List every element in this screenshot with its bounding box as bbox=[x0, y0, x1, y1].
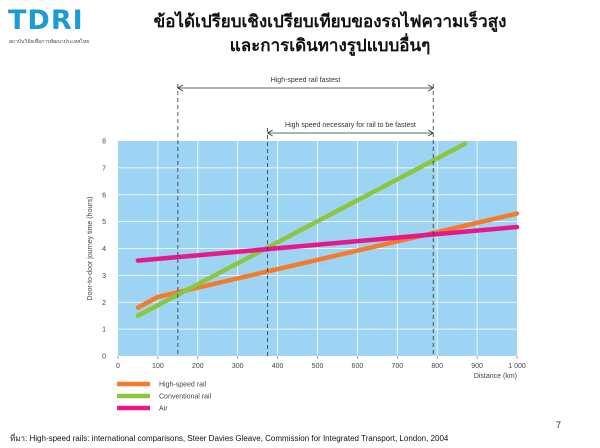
source-citation: ที่มา: High-speed rails: international c… bbox=[10, 434, 449, 443]
y-tick-label: 0 bbox=[102, 354, 106, 361]
axis-layer: 0 100 200 300 400 500 600 700 800 900 1 000 0 1 2 3 4 5 6… bbox=[87, 139, 526, 381]
legend: High-speed rail Conventional rail Air bbox=[117, 382, 212, 413]
x-tick-label: 900 bbox=[471, 363, 483, 370]
y-tick-label: 7 bbox=[102, 165, 106, 172]
legend-label: Air bbox=[159, 406, 168, 413]
x-tick-label: 200 bbox=[192, 363, 204, 370]
x-tick-label: 500 bbox=[312, 363, 324, 370]
plot-layer bbox=[118, 141, 520, 356]
annotation-arrowhead-right bbox=[428, 84, 434, 92]
y-tick-label: 2 bbox=[102, 300, 106, 307]
y-tick-label: 5 bbox=[102, 219, 106, 226]
annotation-arrowhead-right bbox=[428, 129, 434, 137]
title-line-1: ข้อได้เปรียบเชิงเปรียบเทียบของรถไฟความเร… bbox=[153, 12, 507, 32]
x-tick-label: 1 000 bbox=[508, 363, 526, 370]
x-axis-label: Distance (km) bbox=[474, 373, 517, 380]
y-tick-label: 1 bbox=[102, 327, 106, 334]
annotation-arrowhead-left bbox=[177, 84, 184, 92]
legend-label: Conventional rail bbox=[159, 394, 212, 401]
logo-text: TDRI bbox=[8, 5, 84, 36]
series-line-air bbox=[135, 224, 520, 263]
x-tick-label: 0 bbox=[116, 363, 120, 370]
series-line-high-speed-rail bbox=[135, 211, 520, 310]
annotation-arrowhead-left bbox=[266, 129, 273, 137]
annotation-label: High speed necessary for rail to be fast… bbox=[285, 122, 416, 129]
tdri-logo: TDRI สถาบันวิจัยเพื่อการพัฒนาประเทศไทย bbox=[8, 6, 106, 52]
series-line-conventional-rail bbox=[135, 141, 468, 318]
annotation-layer: High-speed rail fastest High speed necess… bbox=[177, 77, 434, 356]
title-line-2: และการเดินทางรูปแบบอื่นๆ bbox=[229, 36, 431, 56]
y-tick-label: 3 bbox=[102, 273, 106, 280]
logo-subtitle: สถาบันวิจัยเพื่อการพัฒนาประเทศไทย bbox=[9, 39, 90, 45]
y-tick-label: 6 bbox=[102, 192, 106, 199]
annotation-label: High-speed rail fastest bbox=[271, 77, 341, 84]
y-tick-label: 8 bbox=[102, 139, 106, 146]
legend-label: High-speed rail bbox=[159, 382, 207, 389]
x-tick-label: 600 bbox=[352, 363, 364, 370]
y-tick-label: 4 bbox=[102, 246, 106, 253]
x-tick-label: 100 bbox=[152, 363, 164, 370]
x-tick-label: 700 bbox=[391, 363, 403, 370]
x-tick-label: 800 bbox=[431, 363, 443, 370]
x-tick-label: 300 bbox=[232, 363, 244, 370]
page-number: 7 bbox=[556, 420, 562, 430]
slide-title: ข้อได้เปรียบเชิงเปรียบเทียบของรถไฟความเร… bbox=[120, 10, 540, 58]
y-axis-label: Door-to-door journey time (hours) bbox=[87, 197, 94, 301]
x-tick-label: 400 bbox=[272, 363, 284, 370]
